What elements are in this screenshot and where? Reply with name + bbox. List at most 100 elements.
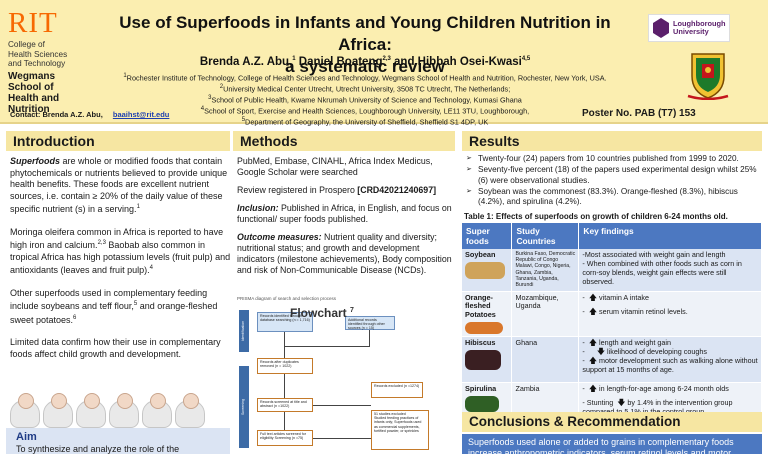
- affiliation-line: 1Rochester Institute of Technology, Coll…: [100, 72, 630, 83]
- table-row: Soybean Burkina Faso, Democratic Republi…: [462, 249, 762, 292]
- finding-text: serum vitamin retinol levels.: [599, 307, 688, 317]
- finding-text: by 1.4% in the intervention group compar…: [582, 398, 733, 416]
- rit-college-line: and Technology: [8, 59, 66, 68]
- introduction-body: Superfoods are whole or modified foods t…: [10, 156, 232, 371]
- methods-body: PubMed, Embase, CINAHL, Africa Index Med…: [237, 156, 455, 283]
- flow-arrow: [369, 330, 370, 346]
- results-heading: Results: [462, 131, 762, 151]
- wegmans-school-line: Wegmans: [8, 70, 56, 82]
- poster-title: Use of Superfoods in Infants and Young C…: [100, 12, 630, 78]
- wegmans-school-line: Health and: [8, 92, 60, 104]
- wegmans-school-line: Nutrition: [8, 103, 50, 115]
- hibiscus-image: [465, 350, 501, 371]
- author-name: Brenda A.Z. Abu,: [199, 56, 293, 68]
- table-header-cell: Key findings: [578, 223, 762, 249]
- flowchart-label: Flowchart 7: [290, 306, 354, 320]
- contact-email-link[interactable]: baaihst@rit.edu: [112, 110, 170, 119]
- poster-number: Poster No. PAB (T7) 153: [582, 108, 696, 119]
- outcome-text: Nutrient quality and diversity; nutritio…: [237, 232, 452, 275]
- loughborough-mark-icon: [653, 18, 669, 38]
- wegmans-school-line: School of: [8, 81, 54, 93]
- finding-text: - When combined with other foods such as…: [582, 258, 742, 286]
- methods-heading: Methods: [233, 131, 455, 151]
- finding-text: in length-for-age among 6-24 month olds: [599, 384, 729, 394]
- flow-box-screened: Records screened at title and abstract (…: [257, 398, 313, 412]
- results-bullet: Seventy-five percent (18) of the papers …: [466, 165, 762, 186]
- finding-line: - 🡅 motor development such as walking alo…: [582, 356, 758, 374]
- affiliations: 1Rochester Institute of Technology, Coll…: [100, 72, 630, 127]
- affiliation-line: 4School of Sport, Exercise and Health Sc…: [100, 105, 630, 116]
- methods-inclusion: Inclusion: Published in Africa, in Engli…: [237, 203, 455, 225]
- findings-cell: - 🡅 length and weight gain - 🡇 likelihood …: [578, 336, 762, 384]
- affiliation-sup: 2: [219, 84, 224, 91]
- finding-line: - 🡅 serum vitamin retinol levels.: [582, 307, 688, 317]
- down-arrow-icon: 🡇: [617, 398, 626, 408]
- flow-box-excluded: Records excluded (n =1274): [371, 382, 423, 398]
- methods-prospero: Review registered in Prospero [CRD420212…: [237, 185, 455, 196]
- flow-box-duplicates-removed: Records after duplicates removed (n = 10…: [257, 358, 313, 374]
- inclusion-text: Published in Africa, in English, and foc…: [237, 203, 452, 224]
- baby-illustration-icon: [109, 393, 139, 428]
- affiliation-text: School of Public Health, Kwame Nkrumah U…: [211, 95, 522, 105]
- up-arrow-icon: 🡅: [588, 307, 598, 317]
- crest-icon: [687, 53, 729, 100]
- rit-college-line: Health Sciences: [8, 49, 68, 59]
- contact-label: Contact: Brenda A.Z. Abu,: [10, 110, 103, 119]
- finding-text: length and weight gain: [599, 338, 671, 348]
- flow-box-fulltext: Full text articles screened for eligibil…: [257, 430, 313, 446]
- aim-box: Aim To synthesize and analyze the role o…: [6, 428, 230, 454]
- baby-illustration-icon: [43, 393, 73, 428]
- intro-text: are whole or modified foods that contain…: [10, 156, 228, 214]
- affiliation-text: Department of Geography, the University …: [245, 117, 489, 127]
- flowchart-title: Flowchart: [290, 306, 347, 320]
- affiliation-sup: 1: [123, 73, 127, 79]
- intro-text: Baobab also common in tropical Africa ha…: [10, 240, 231, 275]
- superfoods-table: Super foods Study Countries Key findings…: [462, 223, 762, 424]
- finding-line: - Stunting 🡇 by 1.4% in the intervention …: [582, 398, 758, 417]
- introduction-heading: Introduction: [6, 131, 230, 151]
- up-arrow-icon: 🡅: [588, 356, 598, 366]
- affiliation-sup: 3: [208, 95, 212, 102]
- poster-title-line-1: Use of Superfoods in Infants and Young C…: [119, 13, 611, 54]
- food-cell: Hibiscus: [462, 336, 513, 384]
- flow-arrow: [284, 374, 285, 398]
- baby-illustration-icon: [142, 393, 172, 428]
- up-arrow-icon: 🡅: [588, 292, 598, 302]
- food-name: Soybean: [465, 250, 496, 259]
- author-affil-sup: 4,5: [521, 56, 531, 63]
- flow-stage-screening: Screening: [239, 366, 249, 448]
- affiliation-text: School of Sport, Exercise and Health Sci…: [204, 106, 530, 116]
- flow-box-database-records: Records identified through database sear…: [257, 312, 313, 332]
- author-list: Brenda A.Z. Abu,1 Daniel Boateng2,3 and …: [100, 56, 630, 68]
- finding-text: motor development such as walking alone …: [582, 356, 758, 374]
- citation-sup: 2,3: [97, 240, 106, 246]
- loughborough-name: University: [673, 27, 709, 36]
- table-header-cell: Study Countries: [511, 223, 580, 249]
- flow-arrow: [313, 405, 371, 406]
- loughborough-logo: Loughborough University: [648, 14, 730, 42]
- food-name: Hibiscus: [465, 338, 496, 348]
- results-bullets: Twenty-four (24) papers from 10 countrie…: [466, 154, 762, 208]
- baby-illustration-icon: [175, 393, 205, 428]
- poster-header: RIT College of Health Sciences and Techn…: [0, 0, 768, 127]
- findings-cell: -Most associated with weight gain and le…: [578, 249, 762, 292]
- food-name: Spirulina: [465, 384, 497, 394]
- intro-paragraph: Other superfoods used in complementary f…: [10, 288, 232, 327]
- author-affil-sup: 2,3: [382, 56, 391, 63]
- spirulina-image: [465, 396, 499, 413]
- citation-sup: 5: [133, 301, 138, 307]
- prisma-flowchart: Identification Screening Records identif…: [237, 302, 457, 454]
- author-affil-sup: 1: [292, 56, 296, 63]
- finding-text: -Most associated with weight gain and le…: [582, 250, 726, 259]
- finding-line: - 🡅 vitamin A intake: [582, 292, 649, 302]
- intro-paragraph: Superfoods are whole or modified foods t…: [10, 156, 232, 216]
- affiliation-line: 2University Medical Center Utrecht, Utre…: [100, 83, 630, 94]
- methods-outcomes: Outcome measures: Nutrient quality and d…: [237, 232, 455, 276]
- soybean-image: [465, 261, 505, 279]
- intro-paragraph: Moringa oleifera common in Africa is rep…: [10, 227, 232, 277]
- results-bullet: Soybean was the commonest (83.3%). Orang…: [466, 187, 762, 208]
- finding-line: - 🡇 likelihood of developing coughs: [582, 347, 707, 357]
- author-name: and Hibbah Osei-Kwasi: [390, 56, 522, 68]
- affiliation-sup: 4: [200, 106, 205, 113]
- intro-text: Other superfoods used in complementary f…: [10, 287, 208, 312]
